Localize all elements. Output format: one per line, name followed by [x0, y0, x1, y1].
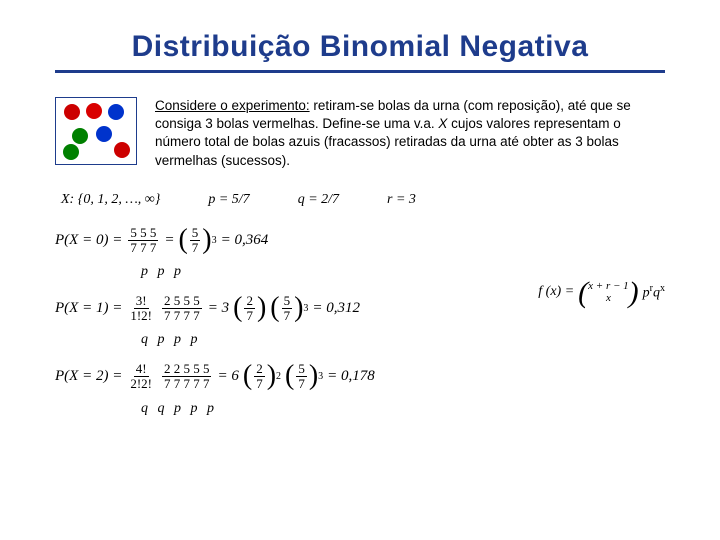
- param-row: X: {0, 1, 2, …, ∞} p = 5/7 q = 2/7 r = 3: [61, 192, 665, 208]
- px0-den: 7 7 7: [128, 241, 158, 255]
- px0-mid: =: [164, 232, 174, 249]
- px2-f1n: 4!: [134, 362, 149, 377]
- param-p: p = 5/7: [208, 192, 249, 208]
- px2-p1n: 2: [254, 362, 265, 377]
- urn-ball: [63, 144, 79, 160]
- px2-p1d: 7: [254, 377, 265, 391]
- urn-ball: [96, 126, 112, 142]
- fx-formula: f (x) = ( x + r − 1 x ) prqx: [538, 280, 665, 304]
- px0-exp: 3: [212, 235, 217, 246]
- px2-f2n: 2 2 5 5 5: [162, 362, 212, 377]
- intro-text: Considere o experimento: retiram-se bola…: [155, 97, 665, 170]
- urn-ball: [114, 142, 130, 158]
- px1-p1n: 2: [244, 294, 255, 309]
- px2-lhs: P(X = 2) =: [55, 368, 122, 385]
- intro-lead: Considere o experimento:: [155, 98, 310, 113]
- fx-lhs: f (x) =: [538, 284, 574, 300]
- page-title: Distribuição Binomial Negativa: [55, 30, 665, 64]
- px1-p2n: 5: [282, 294, 293, 309]
- px2-p2n: 5: [296, 362, 307, 377]
- seq2: q q p p p: [141, 401, 665, 417]
- px1-p1d: 7: [244, 309, 255, 323]
- px1-f2d: 7 7 7 7: [162, 309, 202, 323]
- px1-p2d: 7: [282, 309, 293, 323]
- fx-bn: x + r − 1: [588, 280, 629, 292]
- px2-p2d: 7: [296, 377, 307, 391]
- urn-diagram: [55, 97, 137, 165]
- px1-exp: 3: [303, 303, 308, 314]
- px0-pfn: 5: [190, 226, 201, 241]
- px0-lhs: P(X = 0) =: [55, 232, 122, 249]
- eq-px0: P(X = 0) = 5 5 57 7 7 = (57)3 = 0,364: [55, 226, 665, 254]
- px2-f2d: 7 7 7 7 7: [162, 377, 212, 391]
- urn-ball: [86, 103, 102, 119]
- px1-lhs: P(X = 1) =: [55, 300, 122, 317]
- px0-res: = 0,364: [221, 232, 269, 249]
- fx-t2: q: [653, 285, 660, 300]
- px1-res: = 0,312: [312, 300, 360, 317]
- fx-t1: p: [643, 285, 650, 300]
- px2-e2: 3: [318, 371, 323, 382]
- param-xset: X: {0, 1, 2, …, ∞}: [61, 192, 160, 208]
- eq-px2: P(X = 2) = 4!2!2! 2 2 5 5 57 7 7 7 7 = 6…: [55, 362, 665, 390]
- urn-ball: [72, 128, 88, 144]
- px2-res: = 0,178: [327, 368, 375, 385]
- px1-f2n: 2 5 5 5: [162, 294, 202, 309]
- urn-ball: [64, 104, 80, 120]
- px1-mid: = 3: [208, 300, 229, 317]
- fx-bd: x: [606, 292, 611, 304]
- seq1: q p p p: [141, 332, 665, 348]
- intro-row: Considere o experimento: retiram-se bola…: [55, 97, 665, 170]
- px1-f1n: 3!: [134, 294, 149, 309]
- param-r: r = 3: [387, 192, 416, 208]
- px0-num: 5 5 5: [128, 226, 158, 241]
- px2-f1d: 2!2!: [128, 377, 154, 391]
- param-q: q = 2/7: [298, 192, 339, 208]
- px1-f1d: 1!2!: [128, 309, 154, 323]
- title-underline: [55, 70, 665, 73]
- fx-te2: x: [660, 283, 665, 294]
- px2-mid: = 6: [217, 368, 238, 385]
- urn-ball: [108, 104, 124, 120]
- px0-pfd: 7: [190, 241, 201, 255]
- px2-e1: 2: [276, 371, 281, 382]
